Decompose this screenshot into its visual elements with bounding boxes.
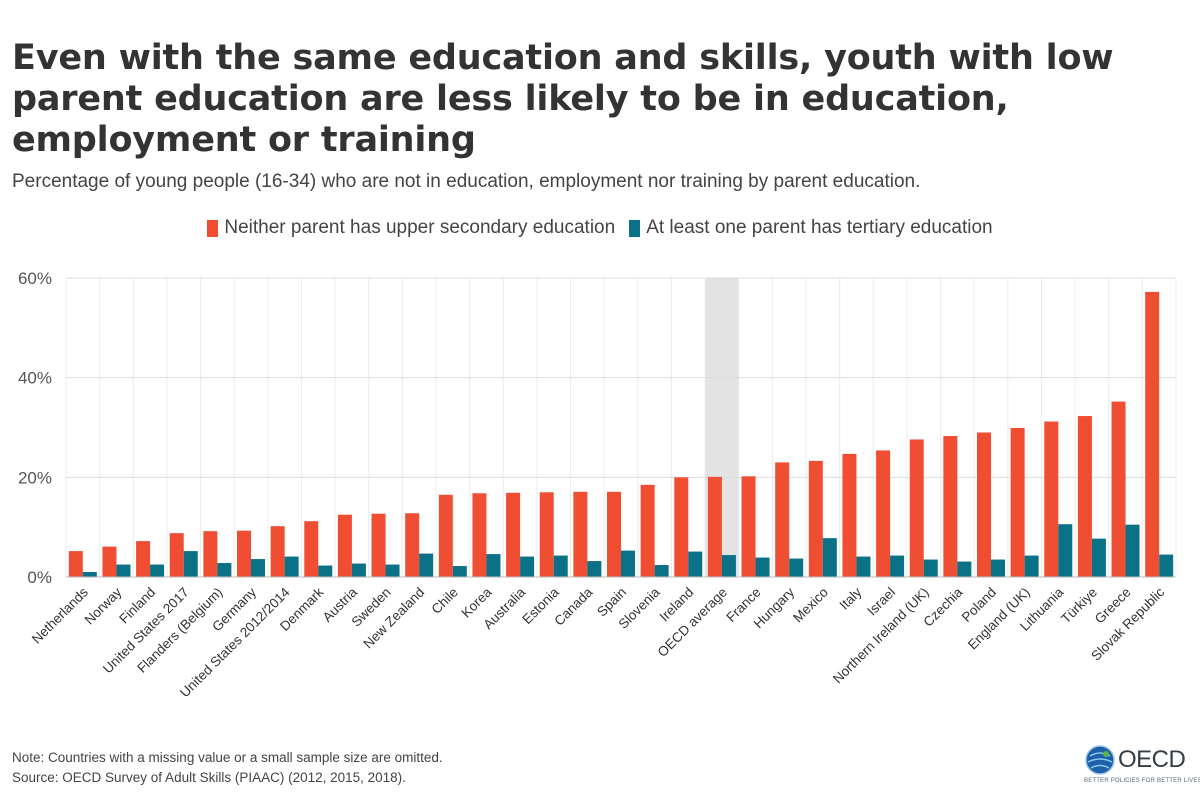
bar-low-parent-education xyxy=(775,462,789,577)
bar-low-parent-education xyxy=(69,551,83,577)
bar-low-parent-education xyxy=(977,432,991,577)
bar-low-parent-education xyxy=(943,436,957,577)
bar-tertiary-parent-education xyxy=(352,564,366,577)
bar-tertiary-parent-education xyxy=(486,554,500,577)
bar-tertiary-parent-education xyxy=(1159,555,1173,577)
bar-low-parent-education xyxy=(1011,428,1025,577)
bar-low-parent-education xyxy=(405,513,419,577)
bar-low-parent-education xyxy=(674,477,688,577)
bar-tertiary-parent-education xyxy=(1092,539,1106,577)
bar-low-parent-education xyxy=(237,531,251,577)
globe-icon xyxy=(1084,744,1118,778)
y-tick-label: 60% xyxy=(18,269,52,288)
bar-tertiary-parent-education xyxy=(991,560,1005,577)
bar-tertiary-parent-education xyxy=(116,565,130,577)
bar-low-parent-education xyxy=(1145,292,1159,577)
bar-tertiary-parent-education xyxy=(655,565,669,577)
bar-low-parent-education xyxy=(641,485,655,577)
bar-tertiary-parent-education xyxy=(1126,525,1140,577)
bar-tertiary-parent-education xyxy=(184,551,198,577)
bar-tertiary-parent-education xyxy=(587,561,601,577)
bar-low-parent-education xyxy=(102,547,116,577)
x-tick-label: Chile xyxy=(429,585,461,617)
bar-low-parent-education xyxy=(136,541,150,577)
logo-wordmark: OECD xyxy=(1118,746,1185,774)
bar-low-parent-education xyxy=(338,515,352,577)
source-text: Source: OECD Survey of Adult Skills (PIA… xyxy=(12,770,406,785)
x-tick-label: Türkiye xyxy=(1058,585,1100,627)
bar-low-parent-education xyxy=(1112,402,1126,577)
bar-low-parent-education xyxy=(271,526,285,577)
x-tick-label: Italy xyxy=(836,584,864,612)
bar-low-parent-education xyxy=(203,531,217,577)
bar-tertiary-parent-education xyxy=(789,559,803,577)
bar-low-parent-education xyxy=(472,493,486,577)
bar-low-parent-education xyxy=(742,476,756,577)
bar-tertiary-parent-education xyxy=(150,565,164,577)
bar-tertiary-parent-education xyxy=(924,560,938,577)
note-text: Note: Countries with a missing value or … xyxy=(12,750,443,765)
bar-tertiary-parent-education xyxy=(554,556,568,577)
bar-tertiary-parent-education xyxy=(386,565,400,577)
oecd-logo: OECD BETTER POLICIES FOR BETTER LIVES xyxy=(1084,744,1194,792)
bar-low-parent-education xyxy=(809,461,823,577)
bar-tertiary-parent-education xyxy=(722,555,736,577)
bar-low-parent-education xyxy=(573,492,587,577)
bar-tertiary-parent-education xyxy=(453,566,467,577)
bar-tertiary-parent-education xyxy=(756,558,770,577)
bar-low-parent-education xyxy=(708,477,722,577)
bar-tertiary-parent-education xyxy=(890,556,904,577)
bar-low-parent-education xyxy=(842,454,856,577)
bar-low-parent-education xyxy=(876,450,890,577)
bar-chart: 0%20%40%60%NetherlandsNorwayFinlandUnite… xyxy=(0,0,1200,740)
bar-tertiary-parent-education xyxy=(1025,556,1039,577)
bar-low-parent-education xyxy=(540,492,554,577)
y-tick-label: 0% xyxy=(27,568,52,587)
bar-tertiary-parent-education xyxy=(688,552,702,577)
x-tick-label: Mexico xyxy=(790,585,831,626)
logo-tagline: BETTER POLICIES FOR BETTER LIVES xyxy=(1084,778,1194,784)
bar-low-parent-education xyxy=(304,521,318,577)
bar-tertiary-parent-education xyxy=(957,562,971,577)
y-tick-label: 20% xyxy=(18,468,52,487)
x-tick-label: Norway xyxy=(82,584,125,627)
bar-low-parent-education xyxy=(607,492,621,577)
bar-tertiary-parent-education xyxy=(217,563,231,577)
bar-low-parent-education xyxy=(506,493,520,577)
bar-low-parent-education xyxy=(170,533,184,577)
bar-low-parent-education xyxy=(1078,416,1092,577)
bar-low-parent-education xyxy=(372,514,386,577)
bar-low-parent-education xyxy=(910,439,924,577)
bar-tertiary-parent-education xyxy=(856,557,870,577)
bar-tertiary-parent-education xyxy=(251,559,265,577)
bar-tertiary-parent-education xyxy=(318,566,332,577)
bar-tertiary-parent-education xyxy=(419,554,433,577)
bar-low-parent-education xyxy=(439,495,453,577)
bar-tertiary-parent-education xyxy=(83,572,97,577)
bar-tertiary-parent-education xyxy=(823,538,837,577)
y-tick-label: 40% xyxy=(18,369,52,388)
bar-tertiary-parent-education xyxy=(285,557,299,577)
bar-low-parent-education xyxy=(1044,422,1058,577)
bar-tertiary-parent-education xyxy=(520,557,534,577)
x-tick-label: Canada xyxy=(551,584,595,628)
bar-tertiary-parent-education xyxy=(1058,524,1072,577)
bar-tertiary-parent-education xyxy=(621,551,635,577)
